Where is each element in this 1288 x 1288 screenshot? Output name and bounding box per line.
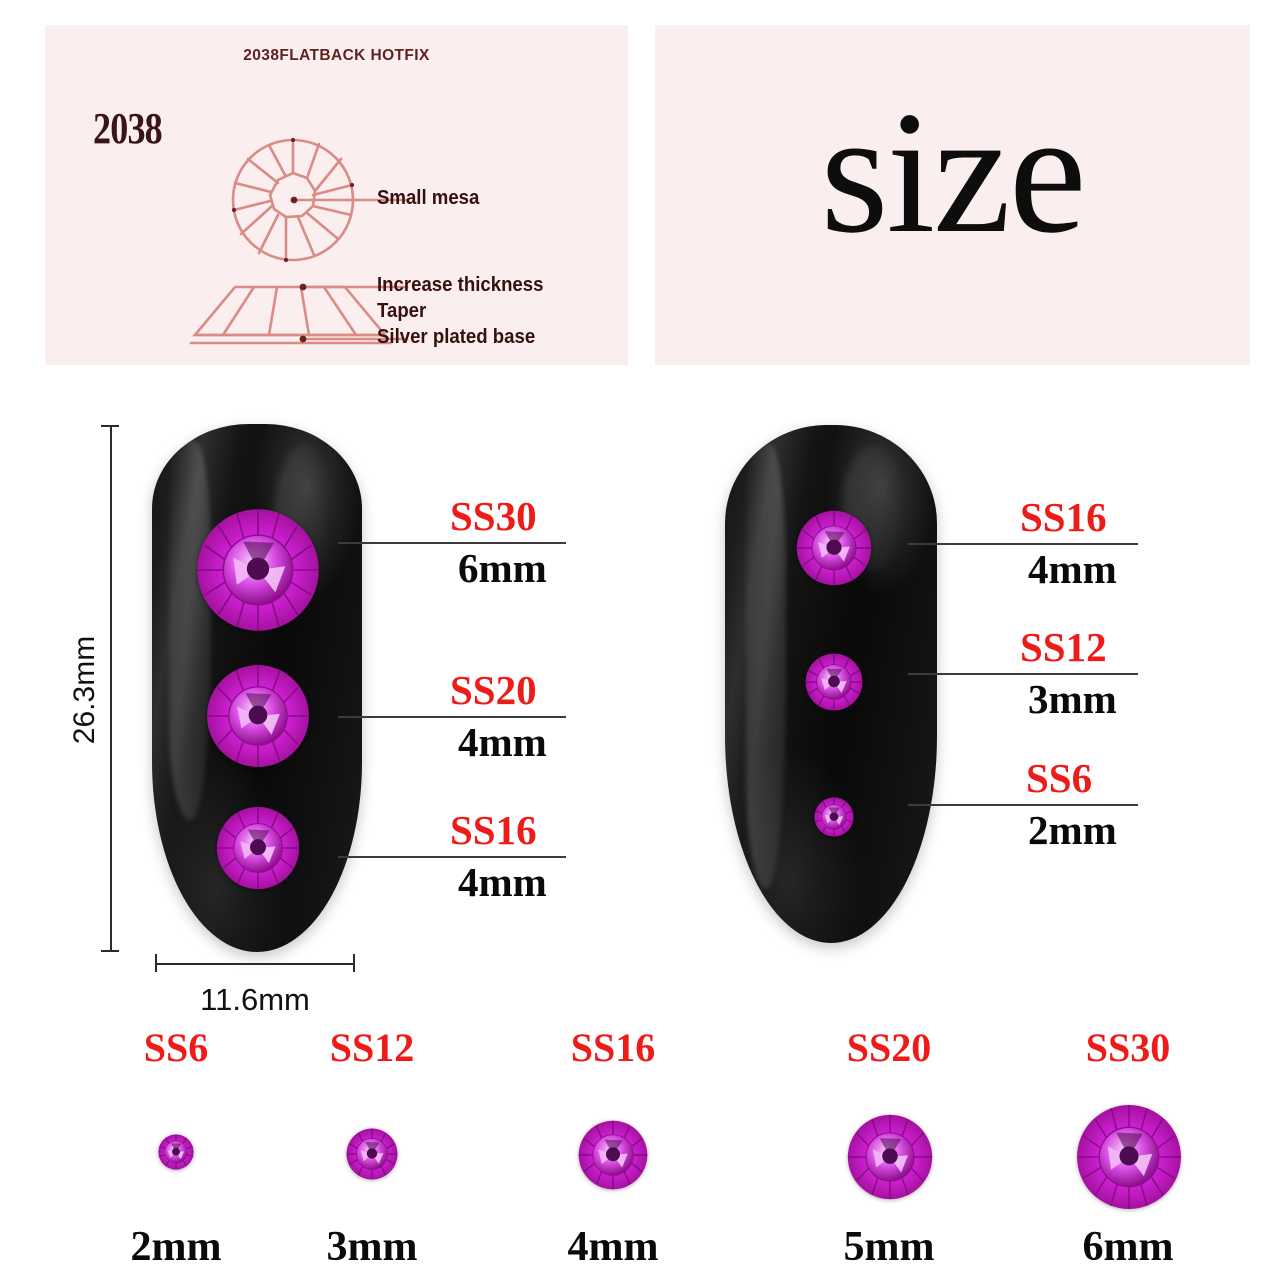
nail-height-label: 26.3mm [68, 635, 101, 745]
size-callout-ss16: SS16 4mm [338, 809, 568, 905]
callout-ss-value: SS20 [450, 667, 537, 713]
nail-width-label: 11.6mm [200, 982, 310, 1017]
legend-mm-label: 5mm [843, 1224, 935, 1270]
panel-title: 2038FLATBACK HOTFIX [243, 47, 430, 64]
callout-increase-thickness: Increase thickness [377, 274, 544, 296]
legend-ss-label: SS30 [1085, 1025, 1171, 1070]
legend-stone [158, 1134, 194, 1170]
oval-nail-swatch [725, 425, 937, 943]
rhinestone-ss16 [796, 510, 872, 586]
callout-mm-value: 3mm [1028, 676, 1117, 722]
callout-rule [908, 673, 1138, 675]
callout-rule [338, 716, 566, 718]
legend-item-ss30: SS30 6mm [1048, 1028, 1208, 1276]
height-cap-top [101, 425, 119, 427]
width-cap-right [353, 954, 355, 972]
callout-silver-plated-base: Silver plated base [377, 326, 536, 348]
legend-ss-label: SS6 [143, 1025, 209, 1070]
legend-stone [1076, 1104, 1182, 1210]
size-callout-ss12-right: SS12 3mm [908, 626, 1140, 722]
size-callout-ss16-right: SS16 4mm [908, 496, 1140, 592]
size-callout-ss20: SS20 4mm [338, 669, 568, 765]
callout-mm-value: 6mm [458, 545, 547, 591]
legend-item-ss20: SS20 5mm [809, 1028, 969, 1276]
size-callout-ss6-right: SS6 2mm [908, 757, 1140, 853]
width-cap-left [155, 954, 157, 972]
size-heading-panel: size [655, 25, 1250, 365]
size-heading: size [820, 75, 1086, 269]
callout-ss-value: SS6 [1026, 755, 1093, 801]
callout-rule [338, 856, 566, 858]
rhinestone-ss12 [805, 653, 863, 711]
legend-mm-label: 2mm [130, 1224, 222, 1270]
legend-stone [346, 1128, 398, 1180]
legend-ss-label: SS20 [846, 1025, 932, 1070]
callout-ss-value: SS16 [450, 807, 537, 853]
height-cap-bottom [101, 950, 119, 952]
callout-ss-value: SS12 [1020, 624, 1107, 670]
legend-item-ss16: SS16 4mm [533, 1028, 693, 1276]
callout-small-mesa: Small mesa [377, 187, 480, 209]
height-dimension-line [110, 425, 112, 952]
legend-item-ss6: SS6 2mm [96, 1028, 256, 1276]
callout-ss-value: SS30 [450, 493, 537, 539]
size-callout-ss30: SS30 6mm [338, 495, 568, 591]
legend-stone [847, 1114, 933, 1200]
product-code: 2038 [93, 104, 163, 153]
legend-stone [578, 1120, 648, 1190]
legend-mm-label: 4mm [567, 1224, 659, 1270]
rhinestone-ss30 [196, 508, 320, 632]
legend-item-ss12: SS12 3mm [292, 1028, 452, 1276]
rhinestone-ss20 [206, 664, 310, 768]
callout-mm-value: 4mm [1028, 546, 1117, 592]
callout-rule [338, 542, 566, 544]
legend-mm-label: 6mm [1082, 1224, 1174, 1270]
callout-mm-value: 2mm [1028, 807, 1117, 853]
callout-rule [908, 804, 1138, 806]
legend-mm-label: 3mm [326, 1224, 418, 1270]
callout-mm-value: 4mm [458, 719, 547, 765]
legend-ss-label: SS12 [329, 1025, 415, 1070]
callout-taper: Taper [377, 300, 427, 322]
callout-mm-value: 4mm [458, 859, 547, 905]
callout-rule [908, 543, 1138, 545]
width-dimension-line [155, 963, 355, 965]
flatback-line-art [189, 137, 409, 345]
square-nail-swatch [152, 424, 362, 952]
rhinestone-ss6 [814, 797, 854, 837]
rhinestone-ss16 [216, 806, 300, 890]
legend-ss-label: SS16 [570, 1025, 656, 1070]
product-diagram-panel: 2038FLATBACK HOTFIX 2038 [45, 25, 628, 365]
callout-ss-value: SS16 [1020, 494, 1107, 540]
